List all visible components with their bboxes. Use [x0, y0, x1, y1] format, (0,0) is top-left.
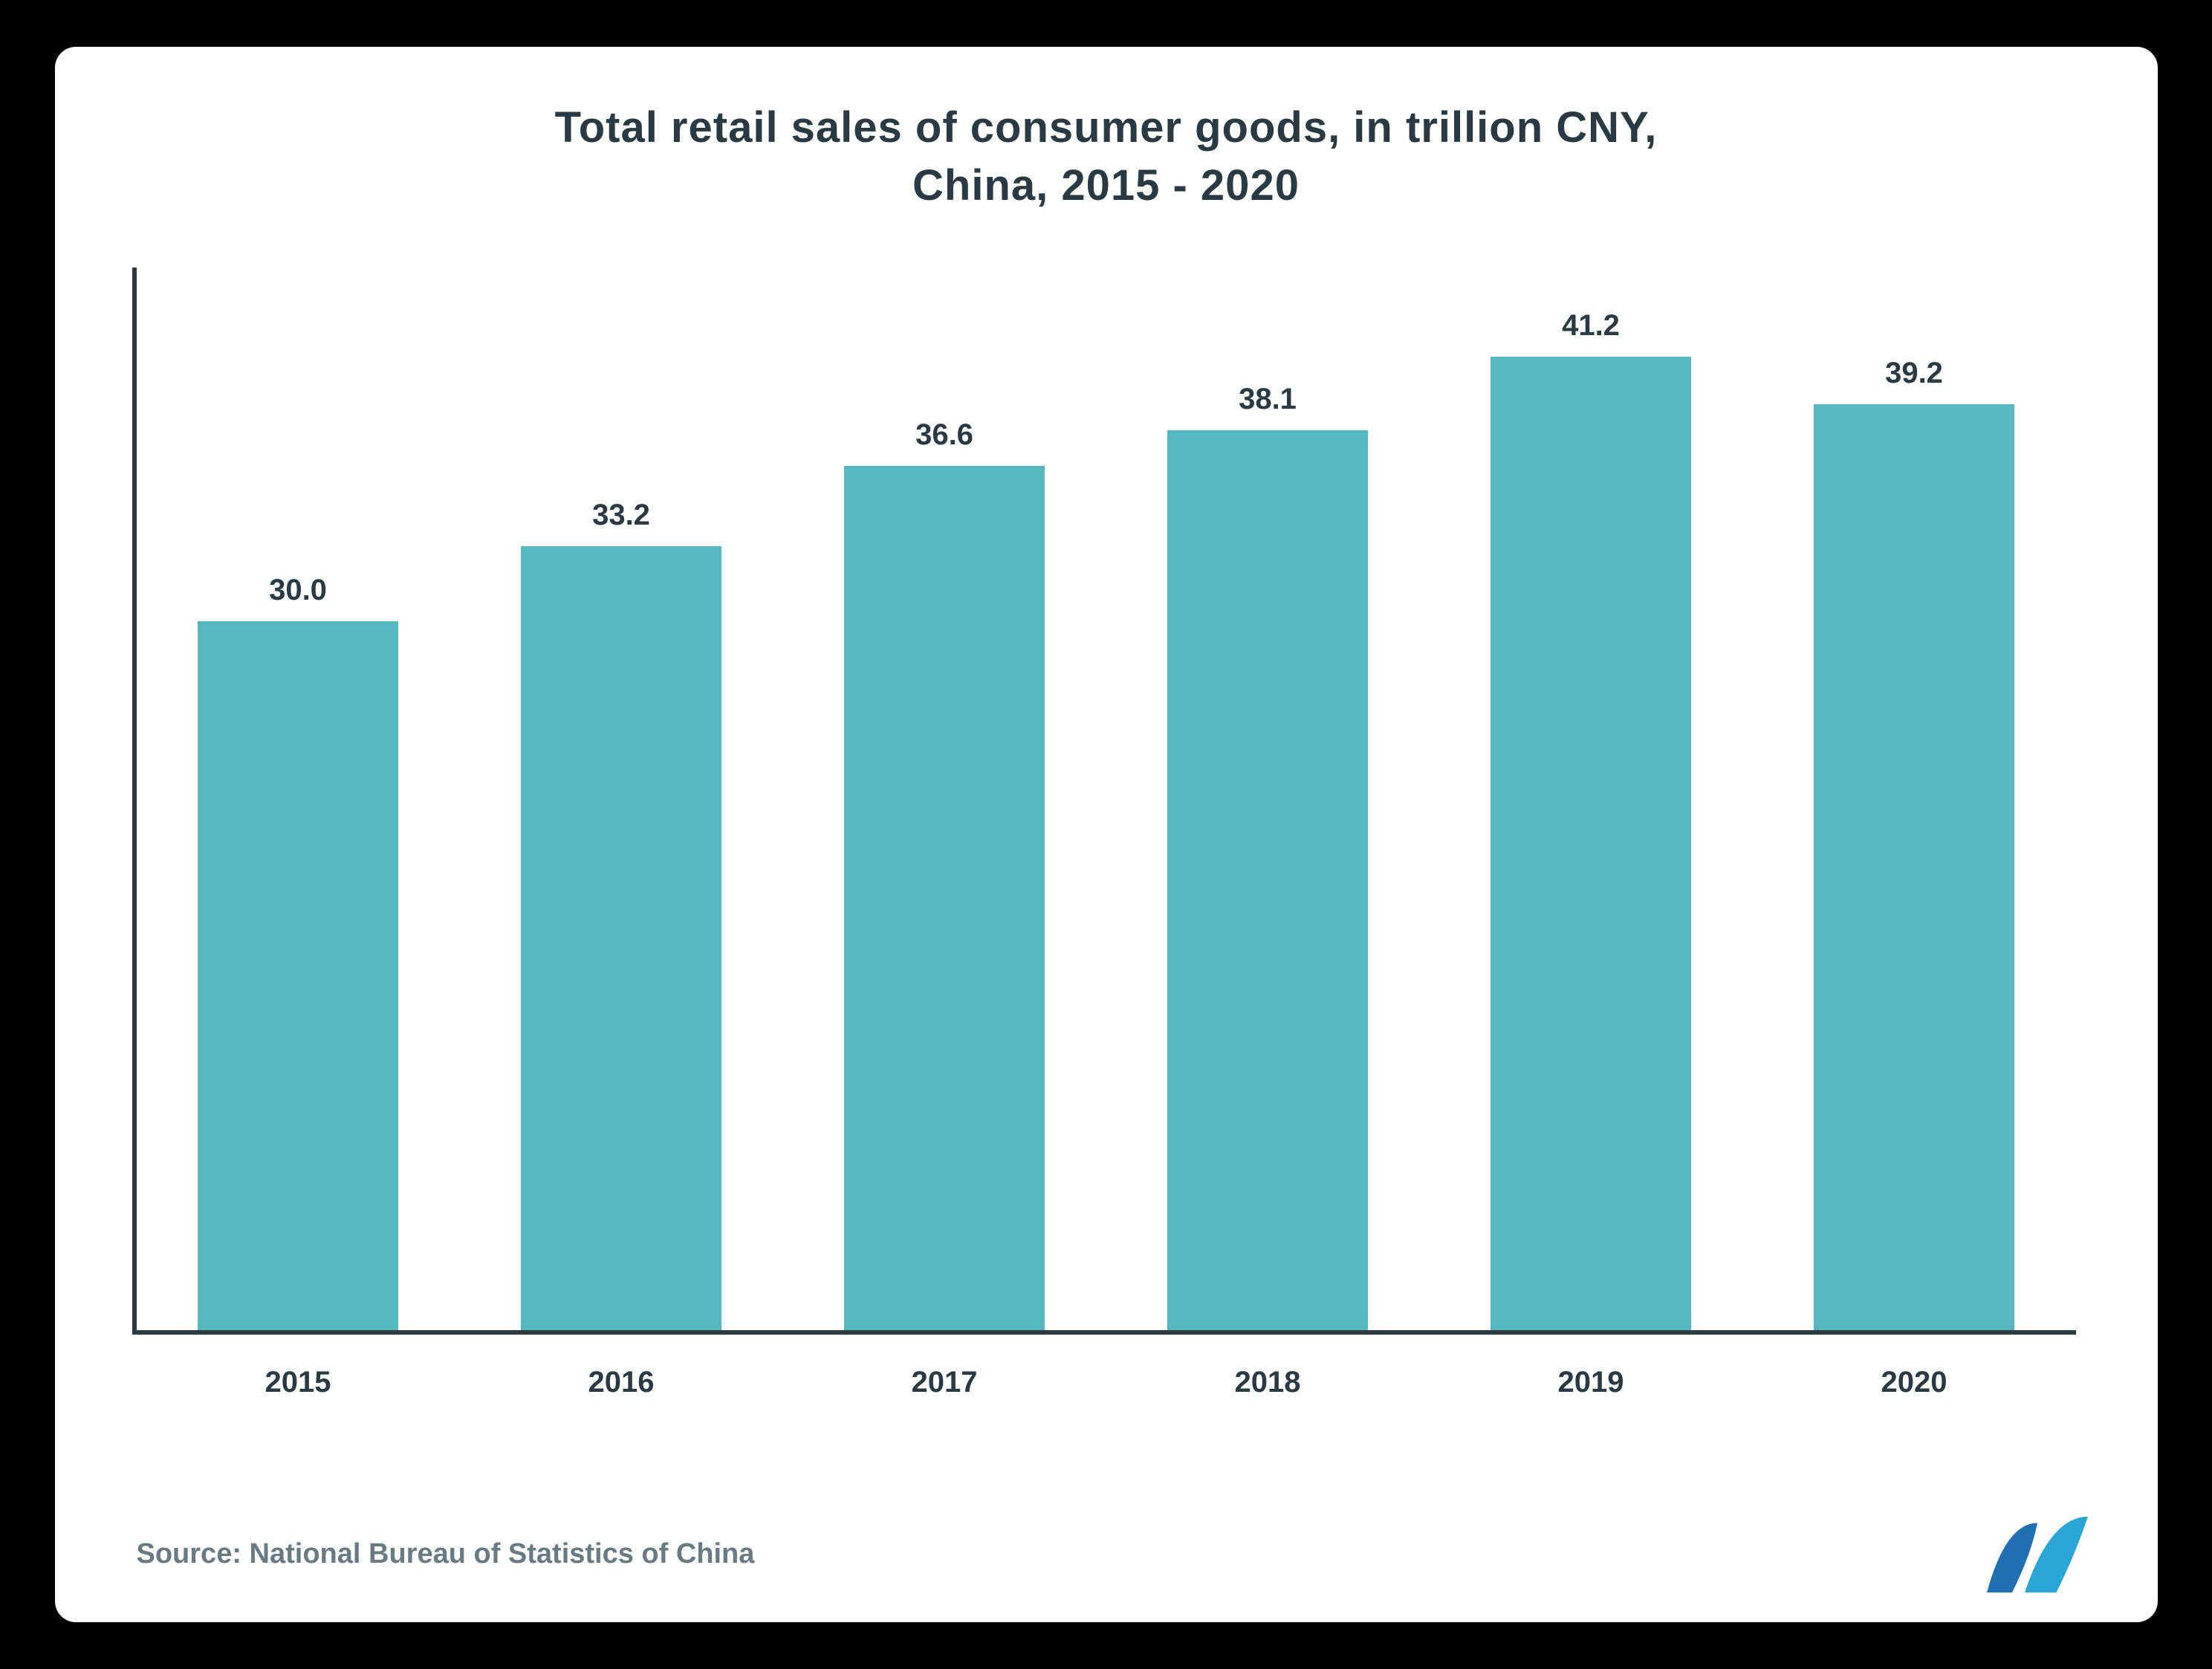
- x-axis-label: 2015: [137, 1366, 460, 1399]
- x-axis-line: [137, 1330, 2076, 1335]
- bar: 39.2: [1814, 404, 2014, 1330]
- bar-slot: 30.0: [137, 268, 460, 1330]
- x-axis-label: 2016: [460, 1366, 783, 1399]
- bar: 41.2: [1491, 357, 1691, 1329]
- x-axis-labels: 201520162017201820192020: [137, 1366, 2076, 1399]
- bar: 30.0: [198, 621, 398, 1329]
- chart-card: Total retail sales of consumer goods, in…: [55, 47, 2158, 1622]
- bar-value-label: 39.2: [1885, 357, 1943, 390]
- x-axis-label: 2019: [1430, 1366, 1753, 1399]
- bar: 38.1: [1167, 430, 1368, 1330]
- bar-slot: 41.2: [1430, 268, 1753, 1330]
- brand-logo-icon: [1987, 1517, 2113, 1592]
- bar-slot: 39.2: [1753, 268, 2076, 1330]
- bar-slot: 33.2: [460, 268, 783, 1330]
- x-axis-label: 2020: [1753, 1366, 2076, 1399]
- chart-title-line1: Total retail sales of consumer goods, in…: [555, 103, 1658, 152]
- bar-slot: 36.6: [783, 268, 1106, 1330]
- bar-value-label: 30.0: [269, 574, 327, 607]
- bar: 36.6: [844, 466, 1045, 1330]
- bar-value-label: 36.6: [915, 418, 973, 452]
- y-axis-line: [132, 268, 137, 1335]
- bar-value-label: 38.1: [1239, 383, 1297, 416]
- x-axis-label: 2017: [783, 1366, 1106, 1399]
- bar-value-label: 33.2: [592, 499, 650, 532]
- chart-title: Total retail sales of consumer goods, in…: [55, 99, 2158, 215]
- plot-area: 30.0 33.2 36.6 38.1 41.2 39.2: [137, 268, 2076, 1330]
- chart-title-line2: China, 2015 - 2020: [912, 161, 1300, 210]
- x-axis-label: 2018: [1106, 1366, 1430, 1399]
- bar-value-label: 41.2: [1562, 309, 1620, 343]
- bar-slot: 38.1: [1106, 268, 1430, 1330]
- bar: 33.2: [521, 546, 721, 1330]
- outer-frame: Total retail sales of consumer goods, in…: [0, 0, 2212, 1669]
- bars-container: 30.0 33.2 36.6 38.1 41.2 39.2: [137, 268, 2076, 1330]
- source-text: Source: National Bureau of Statistics of…: [137, 1538, 755, 1570]
